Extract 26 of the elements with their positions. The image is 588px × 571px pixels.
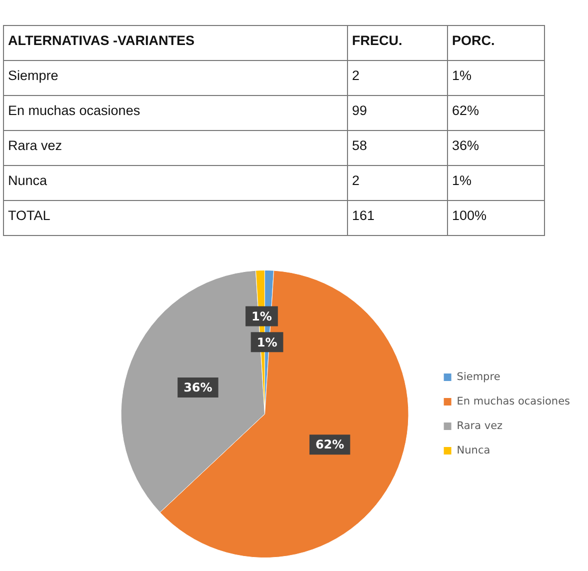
text: 2 xyxy=(348,60,448,96)
data-label: 1% xyxy=(252,309,272,324)
text: Nunca xyxy=(4,166,348,200)
text: FRECU. xyxy=(348,26,448,60)
text: 36% xyxy=(448,130,544,166)
text: Siempre xyxy=(4,60,348,96)
text: 2 xyxy=(348,166,448,200)
text: 62% xyxy=(448,96,544,130)
legend-label: En muchas ocasiones xyxy=(456,395,570,408)
text: TOTAL xyxy=(4,200,348,236)
text: ALTERNATIVAS -VARIANTES xyxy=(4,26,348,60)
text: 161 xyxy=(348,200,448,236)
text: 1% xyxy=(448,166,544,200)
legend-label: Siempre xyxy=(456,370,500,383)
text: 1% xyxy=(448,60,544,96)
data-label: 62% xyxy=(315,438,344,452)
text: 99 xyxy=(348,96,448,130)
data-label: 36% xyxy=(184,380,212,395)
text: Rara vez xyxy=(4,130,348,166)
text: 58 xyxy=(348,130,448,166)
text: PORC. xyxy=(448,26,544,60)
text: 100% xyxy=(448,200,544,236)
legend-label: Rara vez xyxy=(456,420,504,432)
legend-label: Nunca xyxy=(456,444,490,456)
text: En muchas ocasiones xyxy=(4,96,348,130)
data-label: 1% xyxy=(256,335,278,350)
